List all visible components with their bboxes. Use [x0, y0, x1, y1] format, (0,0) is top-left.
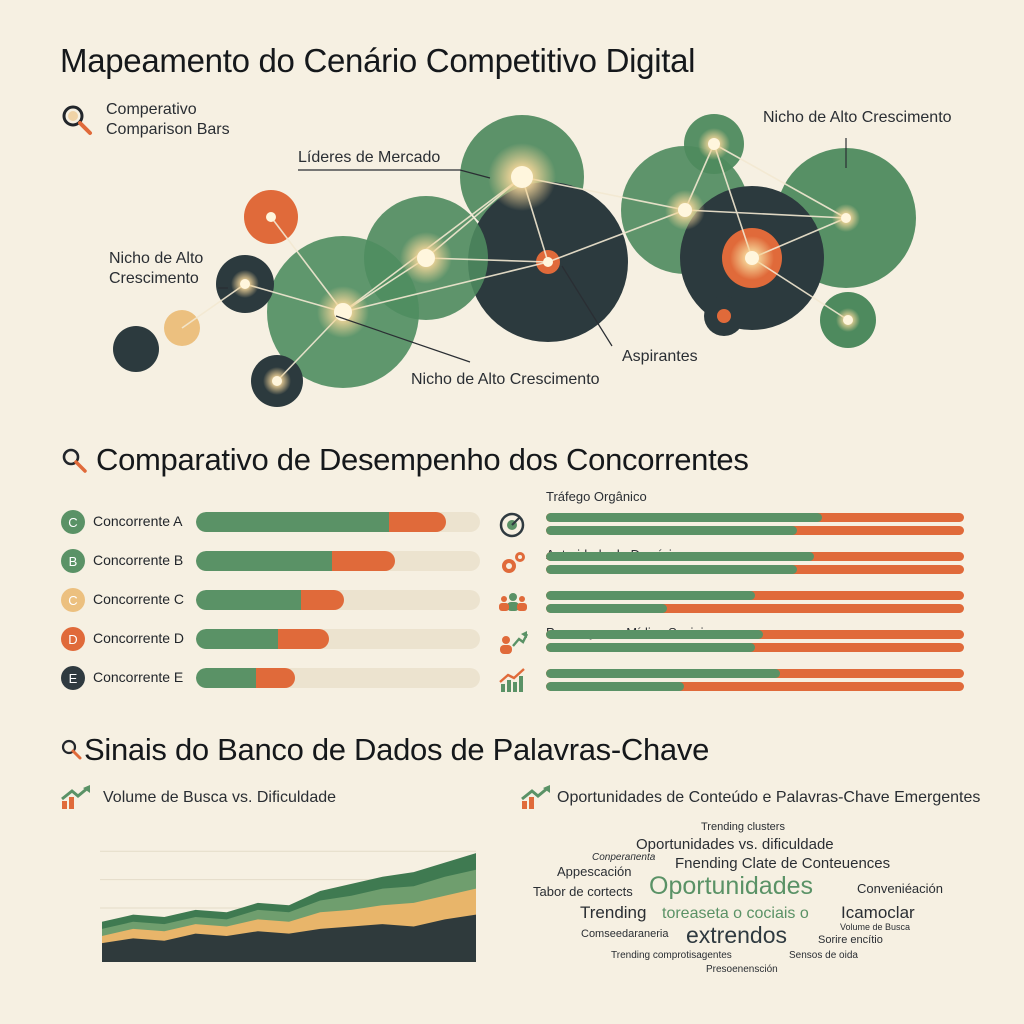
competitor-bar-green	[196, 629, 279, 649]
competitor-badge: E	[61, 666, 85, 690]
metric-bar-fill	[546, 643, 755, 652]
competitor-badge: C	[61, 588, 85, 612]
label-nicho-bottom: Nicho de Alto Crescimento	[411, 371, 600, 388]
competitor-bar-green	[196, 512, 390, 532]
wordcloud-term: extrendos	[686, 922, 788, 948]
competitor-label: Concorrente D	[93, 630, 185, 646]
metric-bar	[546, 565, 964, 574]
wordcloud-term: Trending clusters	[701, 821, 785, 833]
competitor-badge: D	[61, 627, 85, 651]
competitor-bar-green	[196, 551, 333, 571]
wordcloud-term: Presoenensción	[706, 964, 778, 975]
legend-line-2: Comparison Bars	[106, 121, 230, 138]
wordcloud-term: toreaseta o cociais o	[662, 905, 809, 922]
metric-bar-fill	[546, 669, 781, 678]
wordcloud-term: Tabor de cortects	[533, 884, 633, 899]
section2-magnifier	[60, 446, 90, 476]
wordcloud-term: Trending	[580, 903, 647, 922]
network-nodes	[231, 128, 860, 395]
competitor-bar-track	[196, 512, 480, 532]
label-aspirantes: Aspirantes	[622, 348, 698, 365]
wordcloud-term: Icamoclar	[841, 903, 915, 922]
competitor-bar-track	[196, 590, 480, 610]
wordcloud-term: Fnending Clate de Conteuences	[675, 855, 891, 872]
wordcloud-term: Oportunidades	[649, 872, 814, 900]
competitor-label: Concorrente E	[93, 669, 184, 685]
trend-up-icon	[61, 785, 90, 809]
metric-bar	[546, 591, 964, 600]
growth-chart-icon	[499, 668, 525, 692]
wordcloud-term: Conperaпenta	[592, 852, 656, 863]
search-volume-area-chart	[100, 850, 476, 962]
wordcloud-title: Oportunidades de Conteúdo e Palavras-Cha…	[557, 789, 981, 806]
metric-bar-fill	[546, 526, 797, 535]
competitor-bar-orange	[322, 551, 395, 571]
competitor-label: Concorrente C	[93, 591, 185, 607]
section3-title: Sinais do Banco de Dados de Palavras-Cha…	[84, 732, 710, 767]
person-growth-icon	[500, 631, 528, 654]
wordcloud-term: Conveniéación	[857, 881, 944, 896]
wordcloud-term: Trending comprotisagentes	[611, 950, 732, 961]
area-chart-title: Volume de Busca vs. Dificuldade	[103, 789, 337, 806]
metric-bar-fill	[546, 565, 797, 574]
competitor-bar-green	[196, 590, 302, 610]
bubble-dark-far-left	[113, 326, 159, 372]
competitor-bar-orange	[268, 629, 330, 649]
competitor-badge: B	[61, 549, 85, 573]
metric-bar	[546, 526, 964, 535]
metric-bar	[546, 682, 964, 691]
label-lideres: Líderes de Mercado	[298, 149, 440, 166]
magnifier-icon	[62, 105, 92, 135]
wordcloud-term: Sensos de oida	[789, 950, 858, 961]
people-icon	[499, 593, 527, 611]
wordcloud-term: Comseedaraneria	[581, 928, 669, 940]
area-series	[102, 914, 476, 962]
page-title: Mapeamento do Cenário Competitivo Digita…	[60, 42, 696, 79]
section3-magnifier	[60, 738, 84, 762]
wordcloud-term: Volume de Busca	[840, 922, 911, 932]
competitor-bar-track	[196, 668, 480, 688]
gears-icon	[502, 552, 525, 573]
competitor-bar-orange	[291, 590, 344, 610]
competitor-label: Concorrente B	[93, 552, 184, 568]
wordcloud-term: Sorire encítio	[818, 934, 883, 946]
competitor-bar-orange	[245, 668, 296, 688]
metric-bar-fill	[546, 591, 755, 600]
metric-bar-fill	[546, 513, 822, 522]
wordcloud-term: Appescación	[557, 864, 632, 879]
competitor-label: Concorrente A	[93, 513, 183, 529]
competitor-bar-orange	[379, 512, 446, 532]
metric-bar	[546, 513, 964, 522]
bubble-dark-small-core	[717, 309, 731, 323]
legend-line-1: Comperativo	[106, 101, 197, 118]
label-nicho-top-right: Nicho de Alto Crescimento	[763, 109, 952, 126]
metric-label: Tráfego Orgânico	[546, 489, 647, 504]
metric-bar-fill	[546, 682, 684, 691]
metric-bar-fill	[546, 604, 668, 613]
competitor-badge: C	[61, 510, 85, 534]
metric-bar	[546, 669, 964, 678]
trend-up-icon	[521, 785, 550, 809]
target-icon	[499, 512, 525, 538]
competitor-bar-green	[196, 668, 256, 688]
wordcloud-term: Oportunidades vs. dificuldade	[636, 836, 834, 853]
competitor-bar-track	[196, 629, 480, 649]
metric-bar	[546, 604, 964, 613]
label-leaders	[218, 138, 847, 363]
section2-title: Comparativo de Desempenho dos Concorrent…	[96, 442, 749, 477]
metric-bar	[546, 552, 964, 561]
magnifier-icon	[61, 739, 82, 760]
metric-bar-fill	[546, 552, 814, 561]
label-nicho-left: Nicho de Alto Crescimento	[109, 250, 208, 287]
magnifier-icon	[62, 448, 87, 473]
competitor-bar-track	[196, 551, 480, 571]
metric-bar	[546, 643, 964, 652]
metric-bar	[546, 630, 964, 639]
competitive-network-diagram: Líderes de Mercado Nicho de Alto Crescim…	[109, 109, 952, 407]
metric-bar-fill	[546, 630, 764, 639]
